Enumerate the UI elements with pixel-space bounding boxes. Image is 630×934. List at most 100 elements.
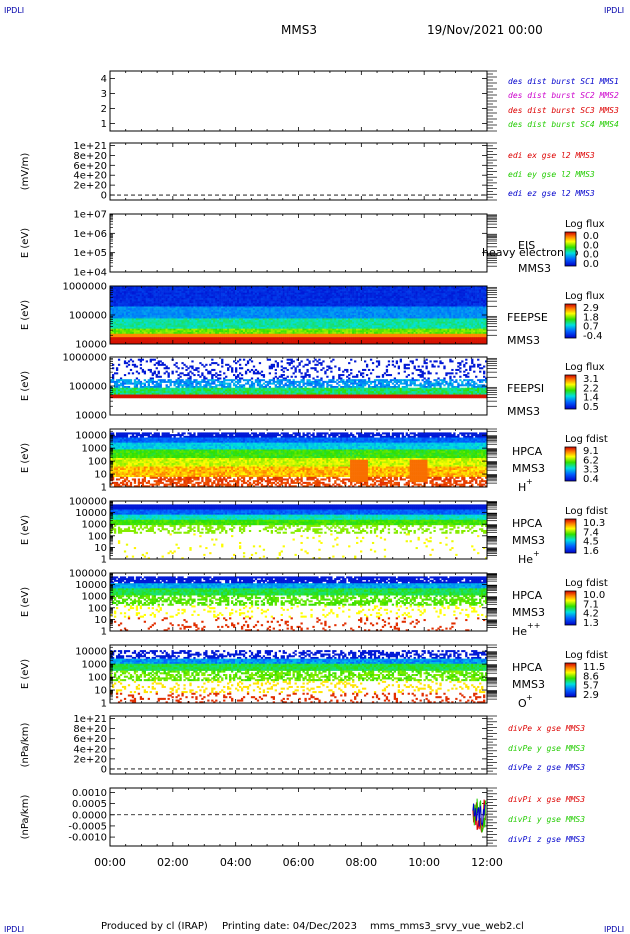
heatmap-cell [144, 334, 146, 336]
heatmap-cell [338, 339, 340, 341]
heatmap-cell [257, 324, 259, 326]
heatmap-cell [376, 335, 378, 337]
heatmap-cell [177, 322, 179, 324]
heatmap-cell [253, 305, 255, 307]
heatmap-cell [312, 339, 314, 341]
heatmap-cell [134, 313, 136, 315]
heatmap-cell [231, 318, 233, 320]
heatmap-cell [124, 322, 126, 324]
heatmap-cell [185, 298, 187, 300]
heatmap-cell [310, 306, 312, 308]
heatmap-cell [283, 306, 285, 308]
heatmap-cell [239, 295, 241, 297]
heatmap-cell [299, 298, 301, 300]
heatmap-cell [154, 295, 156, 297]
heatmap-cell [380, 298, 382, 300]
heatmap-cell [326, 301, 328, 303]
heatmap-cell [177, 318, 179, 320]
heatmap-cell [277, 306, 279, 308]
heatmap-cell [175, 293, 177, 295]
heatmap-cell [219, 295, 221, 297]
heatmap-cell [231, 293, 233, 295]
heatmap-cell [162, 298, 164, 300]
heatmap-cell [136, 310, 138, 312]
heatmap-cell [261, 322, 263, 324]
heatmap-cell [360, 293, 362, 295]
heatmap-cell [277, 310, 279, 312]
heatmap-cell [185, 306, 187, 308]
heatmap-cell [253, 330, 255, 332]
heatmap-cell [338, 289, 340, 291]
heatmap-cell [195, 293, 197, 295]
heatmap-cell [227, 289, 229, 291]
heatmap-cell [229, 306, 231, 308]
heatmap-cell [328, 335, 330, 337]
heatmap-cell [310, 324, 312, 326]
heatmap-cell [263, 305, 265, 307]
heatmap-cell [203, 305, 205, 307]
heatmap-cell [223, 306, 225, 308]
heatmap-cell [207, 295, 209, 297]
heatmap-cell [300, 324, 302, 326]
heatmap-cell [275, 293, 277, 295]
heatmap-cell [197, 330, 199, 332]
heatmap-cell [211, 315, 213, 317]
heatmap-cell [372, 327, 374, 329]
heatmap-cell [306, 305, 308, 307]
heatmap-cell [160, 334, 162, 336]
heatmap-cell [156, 310, 158, 312]
heatmap-cell [372, 324, 374, 326]
heatmap-cell [308, 330, 310, 332]
heatmap-cell [245, 330, 247, 332]
heatmap-cell [154, 293, 156, 295]
heatmap-cell [221, 318, 223, 320]
heatmap-cell [185, 334, 187, 336]
heatmap-cell [195, 330, 197, 332]
heatmap-cell [144, 330, 146, 332]
heatmap-cell [191, 322, 193, 324]
heatmap-cell [320, 305, 322, 307]
heatmap-cell [132, 313, 134, 315]
heatmap-cell [316, 301, 318, 303]
heatmap-cell [209, 295, 211, 297]
heatmap-cell [219, 313, 221, 315]
heatmap-cell [166, 330, 168, 332]
heatmap-cell [318, 339, 320, 341]
heatmap-cell [267, 289, 269, 291]
heatmap-cell [368, 315, 370, 317]
heatmap-cell [350, 289, 352, 291]
heatmap-cell [197, 310, 199, 312]
heatmap-cell [344, 310, 346, 312]
heatmap-cell [382, 313, 384, 315]
heatmap-cell [346, 298, 348, 300]
heatmap-cell [318, 322, 320, 324]
heatmap-cell [285, 322, 287, 324]
heatmap-cell [160, 322, 162, 324]
heatmap-cell [336, 330, 338, 332]
heatmap-cell [376, 330, 378, 332]
heatmap-cell [259, 298, 261, 300]
heatmap-cell [354, 322, 356, 324]
heatmap-cell [175, 339, 177, 341]
heatmap-cell [342, 313, 344, 315]
heatmap-cell [118, 315, 120, 317]
heatmap-cell [382, 310, 384, 312]
heatmap-cell [378, 301, 380, 303]
heatmap-cell [243, 289, 245, 291]
heatmap-cell [152, 305, 154, 307]
heatmap-cell [299, 330, 301, 332]
heatmap-cell [265, 295, 267, 297]
heatmap-cell [326, 305, 328, 307]
heatmap-cell [324, 289, 326, 291]
heatmap-cell [116, 293, 118, 295]
heatmap-cell [346, 334, 348, 336]
heatmap-cell [293, 322, 295, 324]
heatmap-cell [203, 318, 205, 320]
heatmap-cell [189, 324, 191, 326]
heatmap-cell [358, 313, 360, 315]
heatmap-cell [211, 313, 213, 315]
heatmap-cell [124, 315, 126, 317]
heatmap-cell [291, 339, 293, 341]
heatmap-cell [118, 310, 120, 312]
heatmap-cell [154, 313, 156, 315]
